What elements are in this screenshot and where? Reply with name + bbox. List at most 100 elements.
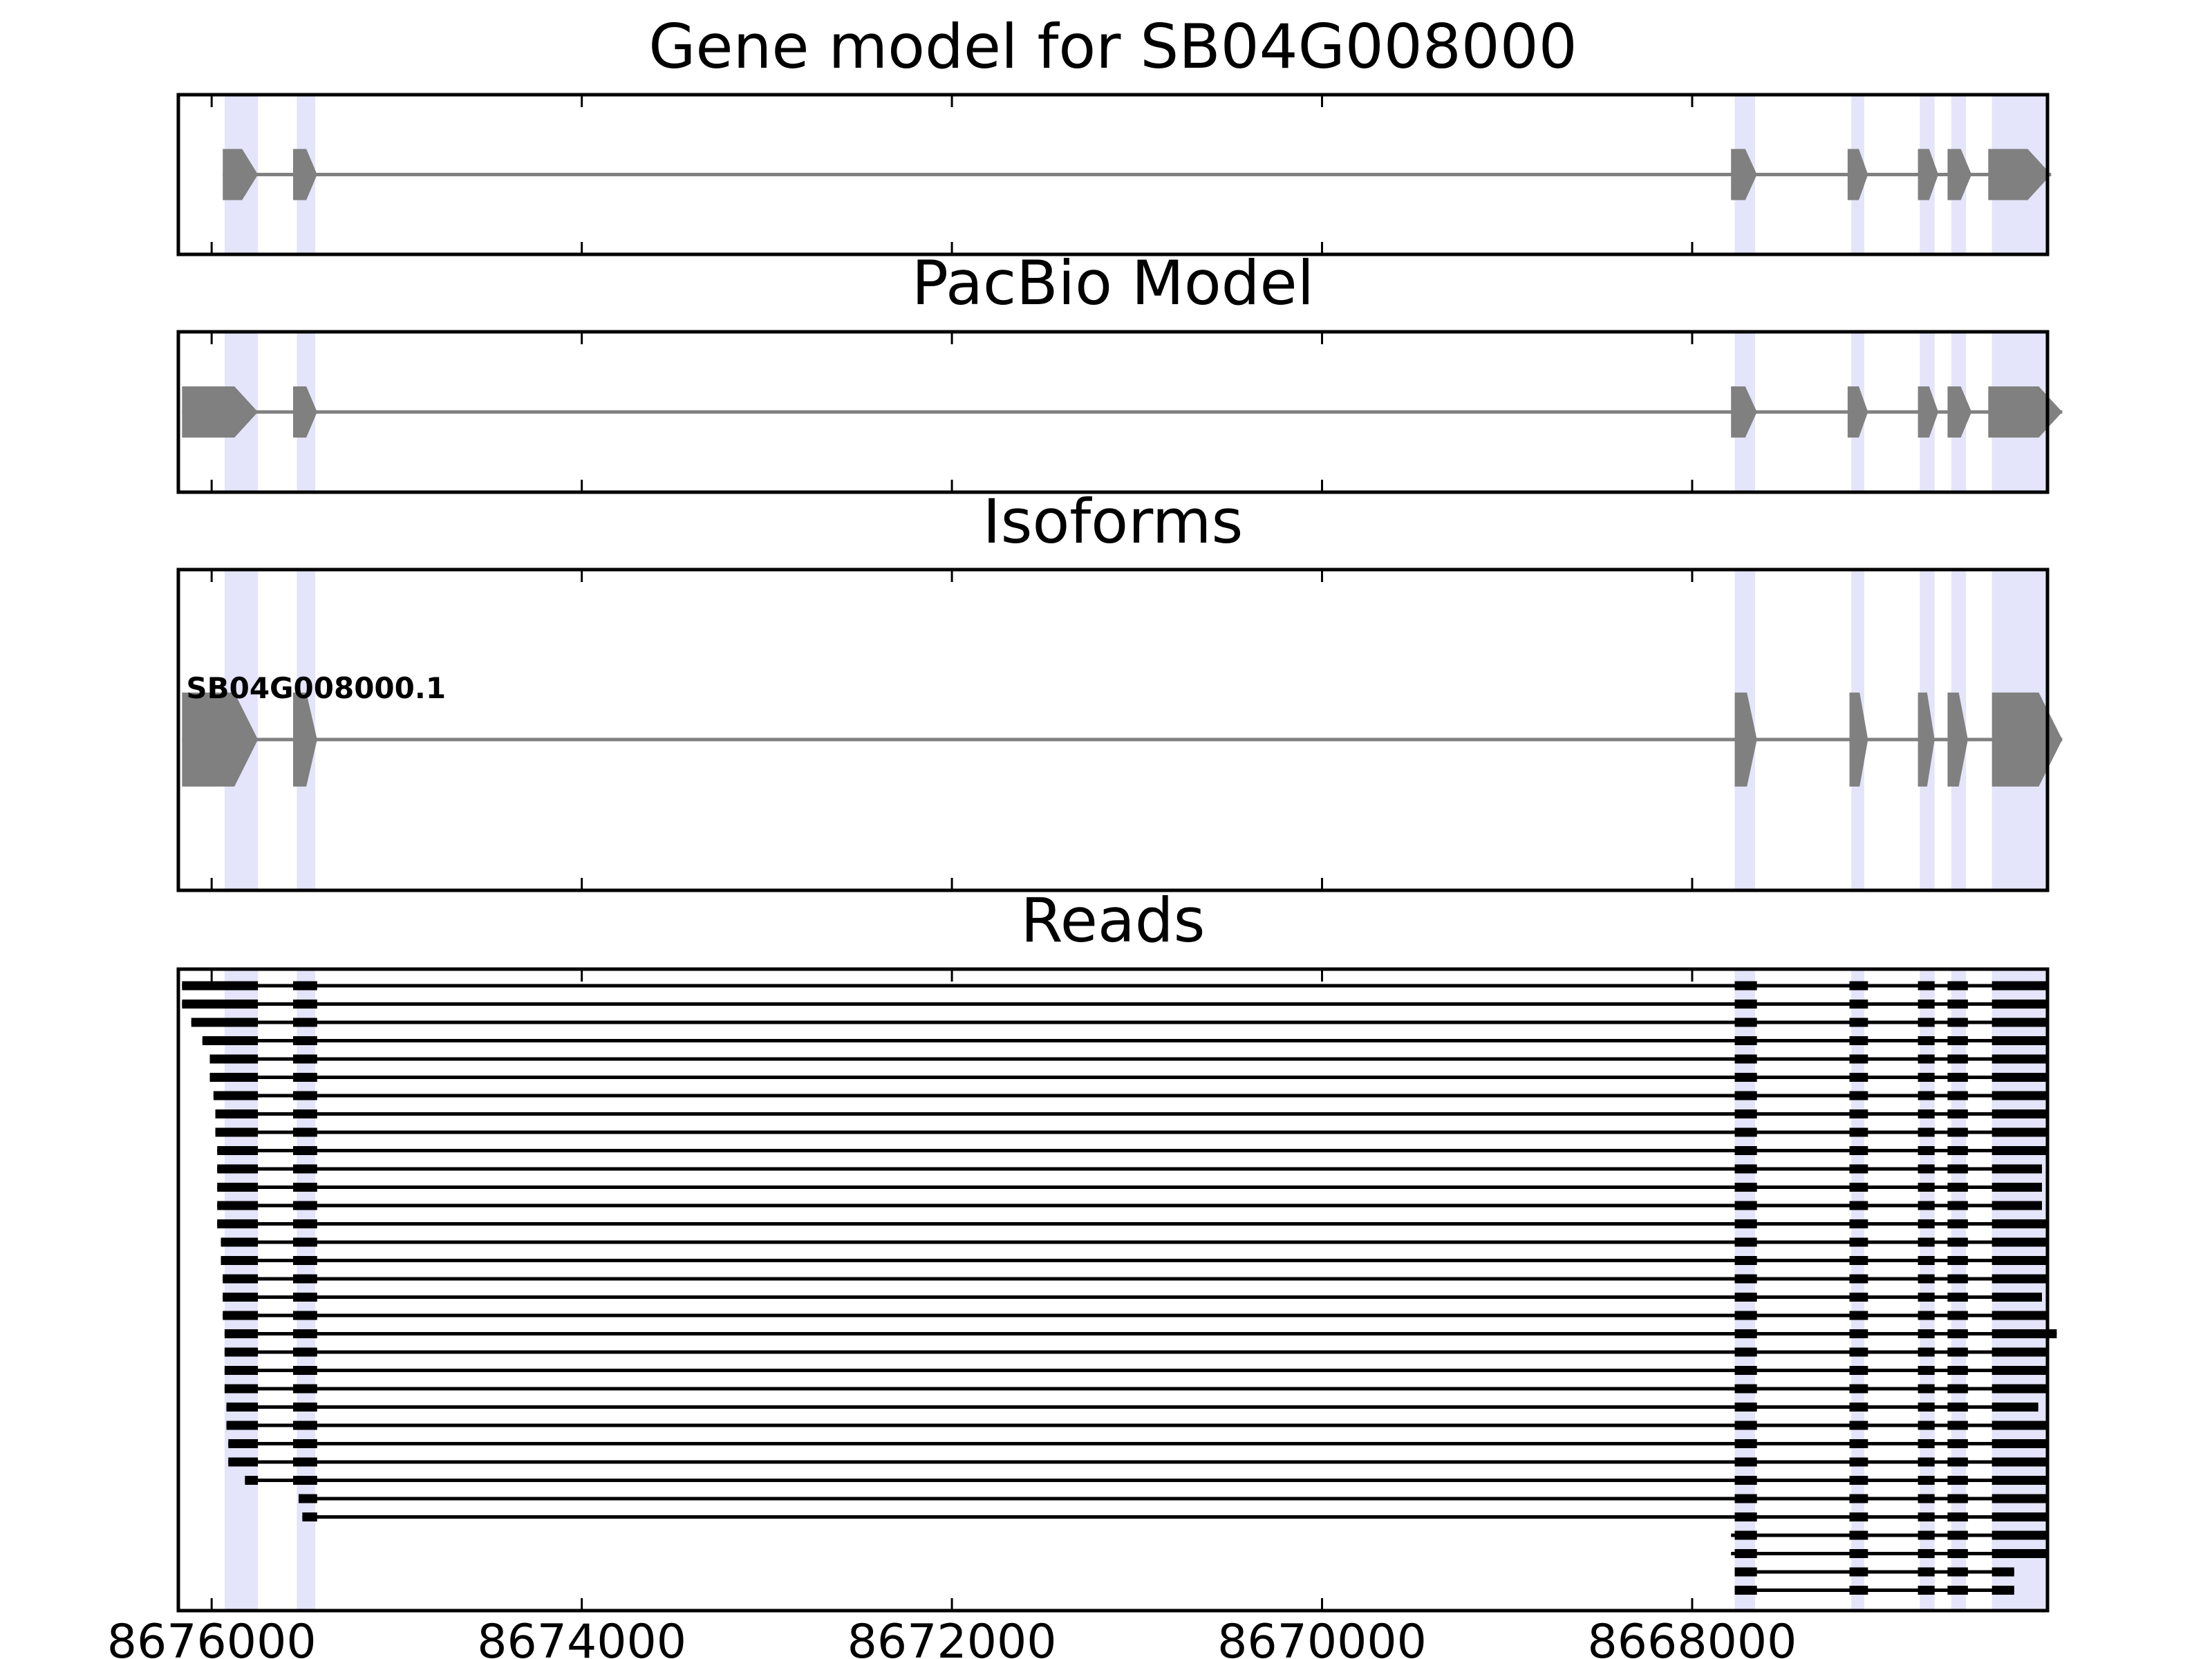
read-block bbox=[1734, 1530, 1757, 1540]
read-block bbox=[226, 1421, 259, 1430]
read-block bbox=[1947, 1127, 1968, 1137]
read-block bbox=[191, 1018, 259, 1027]
read-block bbox=[1734, 1311, 1757, 1320]
read bbox=[209, 1054, 2047, 1064]
read-block bbox=[209, 1054, 259, 1064]
read-block bbox=[1849, 1293, 1868, 1302]
read-block bbox=[1918, 981, 1935, 991]
read-block bbox=[1991, 1512, 2047, 1521]
read-block bbox=[1918, 1311, 1935, 1320]
read-block bbox=[1918, 1366, 1935, 1375]
read-block bbox=[1918, 1054, 1935, 1064]
panel-gene-model: Gene model for SB04G008000 bbox=[176, 11, 2052, 256]
exon bbox=[1734, 692, 1757, 787]
read-block bbox=[1734, 1347, 1757, 1357]
read-block bbox=[1991, 1256, 2047, 1265]
read-block bbox=[292, 1146, 317, 1155]
read-block bbox=[1849, 1347, 1868, 1357]
read-block bbox=[1734, 1439, 1757, 1448]
read-block bbox=[223, 1293, 259, 1302]
read-block bbox=[1991, 1530, 2047, 1540]
x-tick-label: 8674000 bbox=[477, 1615, 686, 1659]
read-block bbox=[1734, 1018, 1757, 1027]
read-block bbox=[1849, 1421, 1868, 1430]
read-block bbox=[1849, 1109, 1868, 1118]
read-block bbox=[1734, 1512, 1757, 1521]
exon bbox=[1847, 386, 1868, 438]
read-block bbox=[245, 1476, 259, 1485]
read-block bbox=[217, 1146, 259, 1155]
read-block bbox=[292, 1201, 317, 1210]
panel-frame bbox=[176, 967, 2050, 1613]
read-block bbox=[1849, 1274, 1868, 1284]
read-block bbox=[1991, 1586, 2014, 1595]
read-block bbox=[1918, 1219, 1935, 1228]
panel-frame bbox=[176, 93, 2050, 256]
read bbox=[217, 1164, 2042, 1174]
read bbox=[202, 1036, 2047, 1045]
read-block bbox=[221, 1256, 259, 1265]
read-block bbox=[1947, 1567, 1968, 1577]
read-block bbox=[1947, 1091, 1968, 1100]
read-block bbox=[1991, 1384, 2047, 1394]
read-block bbox=[292, 1183, 317, 1192]
read-block bbox=[1991, 1054, 2047, 1064]
read bbox=[299, 1494, 2047, 1503]
panel-title: Isoforms bbox=[983, 486, 1244, 557]
panel-pacbio-model: PacBio Model bbox=[176, 247, 2063, 494]
read-block bbox=[1849, 1183, 1868, 1192]
read-block bbox=[292, 1036, 317, 1045]
read bbox=[1731, 1530, 2047, 1540]
read-block bbox=[217, 1201, 259, 1210]
read-block bbox=[1849, 1403, 1868, 1412]
read-block bbox=[1947, 1476, 1968, 1485]
read-block bbox=[1918, 1549, 1935, 1558]
read-block bbox=[1991, 981, 2047, 991]
read-block bbox=[1991, 1347, 2047, 1357]
read-block bbox=[1849, 1073, 1868, 1082]
read-block bbox=[1947, 1000, 1968, 1009]
read-block bbox=[1918, 1146, 1935, 1155]
read bbox=[226, 1421, 2047, 1430]
read-block bbox=[1991, 1183, 2042, 1192]
read-block bbox=[1734, 1329, 1757, 1338]
read-block bbox=[1991, 1366, 2047, 1375]
read-block bbox=[1947, 1237, 1968, 1247]
read-block bbox=[1849, 1018, 1868, 1027]
read-block bbox=[292, 1127, 317, 1137]
read-block bbox=[1918, 1274, 1935, 1284]
read-block bbox=[1947, 1439, 1968, 1448]
read bbox=[221, 1256, 2047, 1265]
read bbox=[213, 1091, 2047, 1100]
read-block bbox=[1849, 1530, 1868, 1540]
read bbox=[223, 1293, 2042, 1302]
read-block bbox=[292, 1384, 317, 1394]
read-block bbox=[1734, 1293, 1757, 1302]
exon bbox=[1849, 692, 1868, 787]
panels: Gene model for SB04G008000 PacBio Model Is… bbox=[176, 11, 2063, 1613]
read-block bbox=[292, 1219, 317, 1228]
panel-reads: Reads bbox=[176, 885, 2057, 1613]
read-block bbox=[1918, 1329, 1935, 1338]
read-block bbox=[1947, 1274, 1968, 1284]
read bbox=[215, 1109, 2047, 1118]
read-block bbox=[1849, 1311, 1868, 1320]
read-block bbox=[1947, 1073, 1968, 1082]
read-block bbox=[1947, 1311, 1968, 1320]
read-block bbox=[1918, 1018, 1935, 1027]
read-block bbox=[1947, 1530, 1968, 1540]
read-block bbox=[1918, 1036, 1935, 1045]
read bbox=[217, 1183, 2042, 1192]
read-block bbox=[1734, 1219, 1757, 1228]
read-block bbox=[1849, 1567, 1868, 1577]
panel-title: PacBio Model bbox=[912, 247, 1314, 319]
read-block bbox=[1918, 1476, 1935, 1485]
read-block bbox=[1734, 1073, 1757, 1082]
panel-isoforms: Isoforms SB04G008000.1 bbox=[176, 486, 2063, 892]
read-block bbox=[224, 1366, 259, 1375]
read-block bbox=[1918, 1237, 1935, 1247]
exon bbox=[1918, 692, 1935, 787]
read-block bbox=[1849, 1549, 1868, 1558]
read-block bbox=[223, 1274, 259, 1284]
read-block bbox=[228, 1439, 259, 1448]
